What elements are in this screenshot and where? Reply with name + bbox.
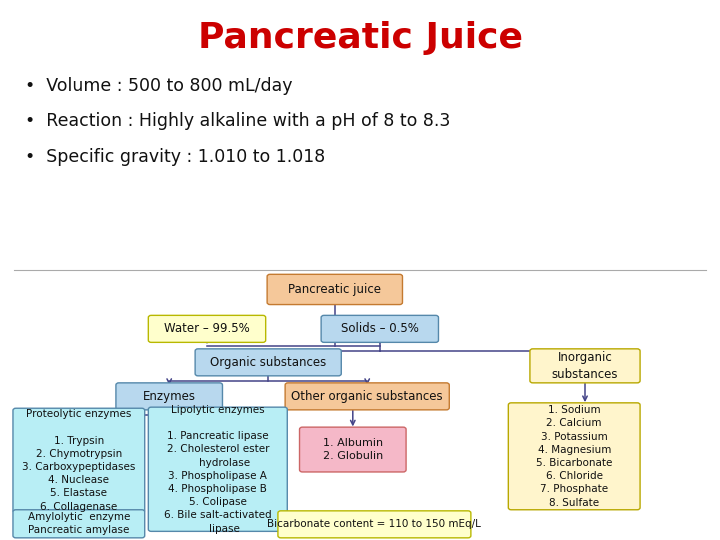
FancyBboxPatch shape	[321, 315, 438, 342]
Text: Bicarbonate content = 110 to 150 mEq/L: Bicarbonate content = 110 to 150 mEq/L	[267, 519, 482, 529]
Text: •  Volume : 500 to 800 mL/day: • Volume : 500 to 800 mL/day	[25, 77, 293, 96]
FancyBboxPatch shape	[148, 407, 287, 531]
FancyBboxPatch shape	[116, 383, 222, 410]
Text: Pancreatic Juice: Pancreatic Juice	[197, 21, 523, 55]
FancyBboxPatch shape	[285, 383, 449, 410]
Text: Enzymes: Enzymes	[143, 390, 196, 403]
Text: 1. Albumin
2. Globulin: 1. Albumin 2. Globulin	[323, 438, 383, 461]
FancyBboxPatch shape	[267, 274, 402, 305]
Text: Amylolytic  enzyme
Pancreatic amylase: Amylolytic enzyme Pancreatic amylase	[27, 512, 130, 535]
FancyBboxPatch shape	[300, 427, 406, 472]
FancyBboxPatch shape	[13, 408, 145, 512]
FancyBboxPatch shape	[530, 349, 640, 383]
Text: •  Specific gravity : 1.010 to 1.018: • Specific gravity : 1.010 to 1.018	[25, 147, 325, 166]
FancyBboxPatch shape	[508, 403, 640, 510]
Text: •  Reaction : Highly alkaline with a pH of 8 to 8.3: • Reaction : Highly alkaline with a pH o…	[25, 112, 451, 131]
Text: Pancreatic juice: Pancreatic juice	[288, 283, 382, 296]
Text: Organic substances: Organic substances	[210, 356, 326, 369]
Text: Water – 99.5%: Water – 99.5%	[164, 322, 250, 335]
FancyBboxPatch shape	[278, 511, 471, 538]
Text: Inorganic
substances: Inorganic substances	[552, 351, 618, 381]
FancyBboxPatch shape	[148, 315, 266, 342]
Text: 1. Sodium
2. Calcium
3. Potassium
4. Magnesium
5. Bicarbonate
6. Chloride
7. Pho: 1. Sodium 2. Calcium 3. Potassium 4. Mag…	[536, 405, 613, 508]
FancyBboxPatch shape	[13, 510, 145, 538]
FancyBboxPatch shape	[195, 349, 341, 376]
Text: Solids – 0.5%: Solids – 0.5%	[341, 322, 419, 335]
Text: Other organic substances: Other organic substances	[292, 390, 443, 403]
Text: Lipolytic enzymes

1. Pancreatic lipase
2. Cholesterol ester
    hydrolase
3. Ph: Lipolytic enzymes 1. Pancreatic lipase 2…	[164, 405, 271, 534]
Text: Proteolytic enzymes

1. Trypsin
2. Chymotrypsin
3. Carboxypeptidases
4. Nuclease: Proteolytic enzymes 1. Trypsin 2. Chymot…	[22, 409, 135, 511]
